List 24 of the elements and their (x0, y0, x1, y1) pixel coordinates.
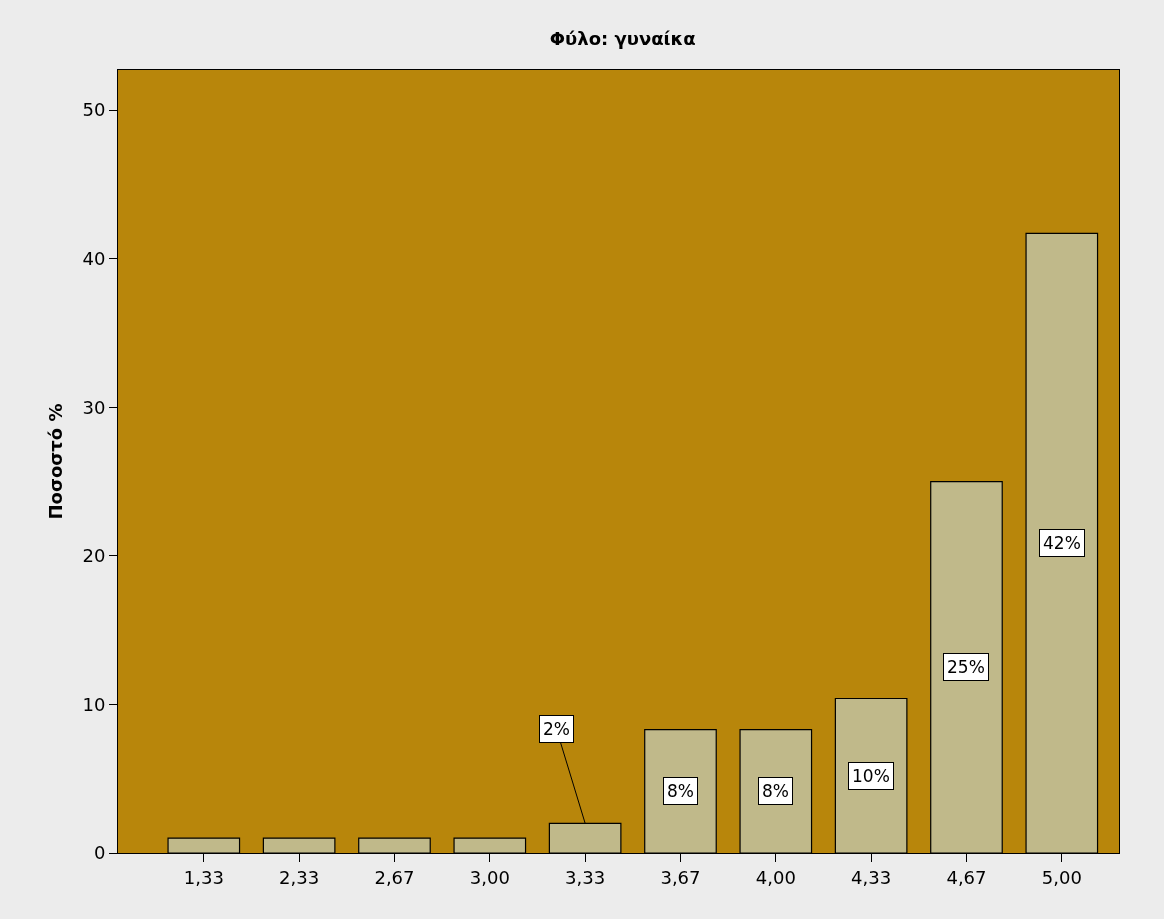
x-tick-label: 5,00 (1041, 866, 1082, 888)
y-axis-title: Ποσοστό % (44, 403, 66, 520)
y-tick-label: 10 (82, 693, 106, 715)
x-tick-label: 2,67 (374, 866, 415, 888)
x-tick-label: 4,33 (851, 866, 892, 888)
y-tick-label: 20 (82, 545, 106, 567)
x-tick-label: 3,00 (469, 866, 510, 888)
data-label: 8% (762, 781, 789, 801)
y-tick-label: 40 (82, 247, 106, 269)
data-label: 25% (947, 657, 985, 677)
y-tick-label: 30 (82, 396, 106, 418)
data-label: 2% (543, 719, 570, 739)
y-tick-label: 50 (82, 99, 106, 121)
data-label: 42% (1043, 533, 1081, 553)
data-label: 10% (852, 766, 890, 786)
y-tick-label: 0 (93, 842, 106, 864)
x-tick-label: 1,33 (183, 866, 224, 888)
x-tick-label: 3,67 (660, 866, 701, 888)
data-label: 8% (667, 781, 694, 801)
x-tick-label: 3,33 (565, 866, 606, 888)
chart-title: Φύλο: γυναίκα (549, 27, 696, 49)
x-tick-label: 4,00 (755, 866, 796, 888)
x-tick-label: 2,33 (279, 866, 320, 888)
x-tick-label: 4,67 (946, 866, 987, 888)
